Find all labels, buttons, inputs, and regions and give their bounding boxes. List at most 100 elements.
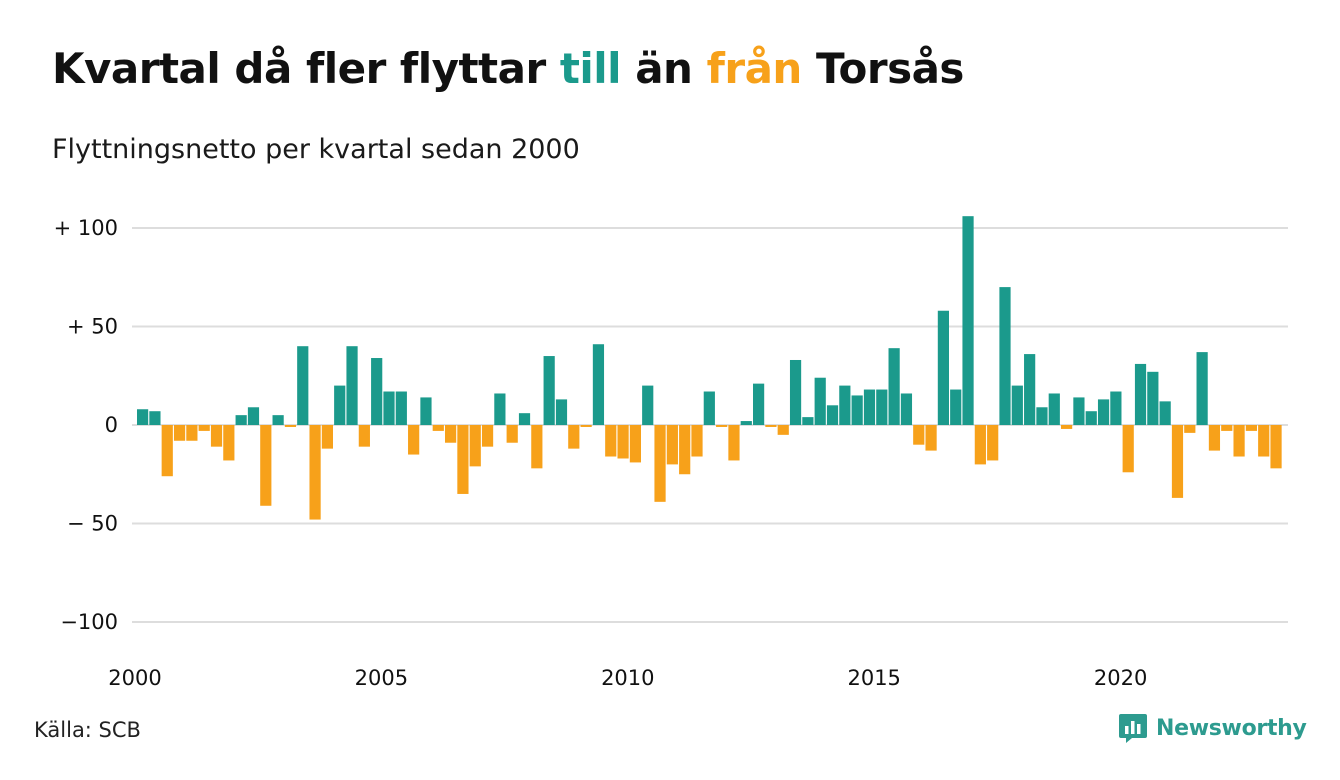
title-part-1: Kvartal då fler flyttar (52, 44, 560, 93)
bar (1233, 425, 1245, 457)
bar (826, 405, 839, 425)
bar (284, 425, 297, 427)
bar (321, 425, 333, 449)
bar (1073, 397, 1085, 425)
bars (137, 216, 1282, 520)
bar (1258, 425, 1270, 457)
x-tick-label: 2000 (108, 666, 161, 690)
x-axis: 2000 2005 2010 2015 2020 (108, 666, 1147, 690)
bar (1159, 401, 1171, 425)
bar (876, 389, 888, 425)
y-tick-label: + 50 (67, 315, 118, 339)
bar (309, 425, 321, 520)
bar (814, 377, 826, 425)
bar (1245, 425, 1257, 431)
bar (383, 391, 395, 425)
y-tick-label: 0 (105, 413, 118, 437)
bar (1036, 407, 1048, 425)
bar (580, 425, 592, 427)
bar (1134, 363, 1147, 425)
bar (1011, 385, 1023, 425)
title-highlight-from: från (706, 44, 803, 93)
bar (334, 385, 346, 425)
bar (937, 310, 949, 425)
bar (753, 383, 765, 425)
bar (223, 425, 235, 461)
y-tick-label: + 100 (54, 216, 118, 240)
bar (210, 425, 223, 447)
bar (346, 346, 358, 425)
bar (1184, 425, 1196, 433)
bar (173, 425, 186, 441)
bar (863, 389, 876, 425)
bar (629, 425, 641, 463)
bar (198, 425, 210, 431)
bar (506, 425, 518, 443)
chart-title: Kvartal då fler flyttar till än från Tor… (52, 44, 964, 93)
bar (457, 425, 469, 494)
bar (247, 407, 260, 425)
bar (654, 425, 666, 502)
bar (740, 421, 752, 425)
source-note: Källa: SCB (34, 718, 141, 742)
bar (555, 399, 568, 425)
bar (1171, 425, 1184, 498)
bar (1097, 399, 1110, 425)
bar (789, 359, 802, 425)
x-tick-label: 2015 (847, 666, 900, 690)
bar (481, 425, 494, 447)
bar (358, 425, 370, 447)
bar (839, 385, 851, 425)
bar (186, 425, 198, 441)
bar (925, 425, 937, 451)
bar (543, 356, 555, 425)
bar (728, 425, 740, 461)
bar (950, 389, 962, 425)
bar (974, 425, 986, 465)
bar (235, 415, 247, 425)
bar (666, 425, 678, 465)
bar (1122, 425, 1134, 473)
bar (161, 425, 173, 477)
bar (1270, 425, 1282, 469)
bar (617, 425, 629, 459)
bar (592, 344, 605, 425)
bar (1048, 393, 1060, 425)
bar (568, 425, 580, 449)
chart-subtitle: Flyttningsnetto per kvartal sedan 2000 (52, 134, 580, 165)
bar (1208, 425, 1221, 451)
bar (1147, 371, 1159, 425)
brand-logo[interactable]: Newsworthy (1118, 712, 1307, 744)
bar (679, 425, 691, 475)
brand-name: Newsworthy (1156, 715, 1307, 741)
bar (642, 385, 654, 425)
bar (913, 425, 925, 445)
bar (272, 415, 284, 425)
bar (445, 425, 457, 443)
bar (494, 393, 506, 425)
bar (1196, 352, 1208, 425)
bar (395, 391, 407, 425)
bar (987, 425, 999, 461)
bar (1110, 391, 1122, 425)
bar (999, 287, 1011, 425)
bar (469, 425, 481, 467)
bar (149, 411, 161, 425)
bar (1085, 411, 1097, 425)
bar (691, 425, 703, 457)
bar (900, 393, 913, 425)
bar (962, 216, 974, 425)
y-axis: + 100 + 50 0 − 50 −100 (54, 216, 118, 634)
title-part-2: än (621, 44, 707, 93)
bar (1024, 354, 1036, 425)
bar (531, 425, 543, 469)
bar (137, 409, 149, 425)
x-tick-label: 2005 (355, 666, 408, 690)
bar (408, 425, 420, 455)
x-tick-label: 2020 (1094, 666, 1147, 690)
x-tick-label: 2010 (601, 666, 654, 690)
bar (1221, 425, 1233, 431)
y-tick-label: −100 (60, 610, 118, 634)
bar (518, 413, 531, 425)
bar (802, 417, 814, 425)
